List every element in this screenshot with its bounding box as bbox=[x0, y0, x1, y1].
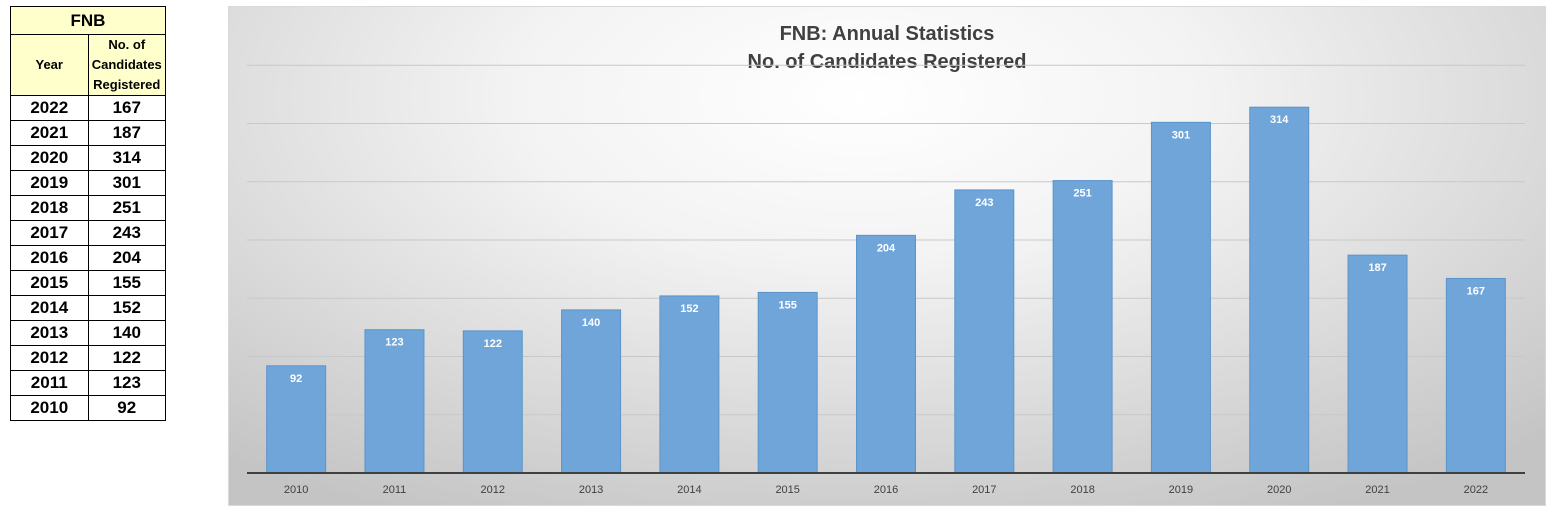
count-cell: 301 bbox=[87, 170, 166, 196]
data-labels: 92 123 122 140 152 155 204 243 251 301 314 187 167 bbox=[290, 114, 1485, 385]
count-cell: 122 bbox=[87, 345, 166, 371]
count-cell: 204 bbox=[87, 245, 166, 271]
x-tick-2021: 2021 bbox=[1365, 484, 1389, 496]
data-label-2015: 155 bbox=[779, 299, 797, 311]
year-cell: 2013 bbox=[10, 320, 89, 346]
x-tick-2020: 2020 bbox=[1267, 484, 1291, 496]
table-row: 2018 251 bbox=[10, 195, 166, 221]
year-cell: 2014 bbox=[10, 295, 89, 321]
chart-title-line: FNB: Annual Statistics bbox=[779, 23, 995, 45]
chart-subtitle-line: No. of Candidates Registered bbox=[747, 51, 1027, 73]
count-cell: 167 bbox=[87, 95, 166, 121]
bar-2010 bbox=[266, 365, 327, 474]
bar-2022 bbox=[1445, 277, 1506, 474]
chart-area: FNB: Annual Statistics No. of Candidates… bbox=[228, 6, 1546, 506]
count-cell: 314 bbox=[87, 145, 166, 171]
count-cell: 187 bbox=[87, 120, 166, 146]
x-tick-2018: 2018 bbox=[1070, 484, 1094, 496]
x-tick-2015: 2015 bbox=[775, 484, 799, 496]
year-cell: 2011 bbox=[10, 370, 89, 396]
data-label-2013: 140 bbox=[582, 317, 600, 329]
count-cell: 152 bbox=[87, 295, 166, 321]
year-column-header: Year bbox=[10, 34, 89, 96]
count-cell: 123 bbox=[87, 370, 166, 396]
year-cell: 2019 bbox=[10, 170, 89, 196]
table-title: FNB bbox=[10, 6, 166, 35]
table-row: 2022 167 bbox=[10, 95, 166, 121]
bar-2021 bbox=[1347, 254, 1408, 474]
table-row: 2012 122 bbox=[10, 345, 166, 371]
data-label-2020: 314 bbox=[1270, 114, 1289, 126]
data-label-2010: 92 bbox=[290, 373, 302, 385]
table-row: 2011 123 bbox=[10, 370, 166, 396]
year-cell: 2016 bbox=[10, 245, 89, 271]
year-cell: 2022 bbox=[10, 95, 89, 121]
data-label-2016: 204 bbox=[877, 242, 896, 254]
count-cell: 251 bbox=[87, 195, 166, 221]
year-cell: 2018 bbox=[10, 195, 89, 221]
table-row: 2021 187 bbox=[10, 120, 166, 146]
data-label-2021: 187 bbox=[1368, 262, 1386, 274]
table-row: 2020 314 bbox=[10, 145, 166, 171]
x-tick-2016: 2016 bbox=[874, 484, 898, 496]
bar-2014 bbox=[659, 295, 720, 474]
data-label-2019: 301 bbox=[1172, 129, 1190, 141]
bar-2020 bbox=[1249, 106, 1310, 474]
table-body: 2022 167 2021 187 2020 314 2019 301 2018 251 2017 2… bbox=[10, 95, 166, 421]
bar-2018 bbox=[1052, 180, 1113, 474]
year-cell: 2012 bbox=[10, 345, 89, 371]
count-cell: 92 bbox=[87, 395, 166, 421]
count-cell: 243 bbox=[87, 220, 166, 246]
data-label-2011: 123 bbox=[385, 337, 403, 349]
year-cell: 2017 bbox=[10, 220, 89, 246]
table-row: 2016 204 bbox=[10, 245, 166, 271]
bars bbox=[266, 106, 1506, 474]
x-tick-2013: 2013 bbox=[579, 484, 603, 496]
bar-chart: 92 123 122 140 152 155 204 243 251 301 314 187 167 2… bbox=[247, 64, 1525, 496]
year-cell: 2020 bbox=[10, 145, 89, 171]
table-row: 2015 155 bbox=[10, 270, 166, 296]
x-tick-2017: 2017 bbox=[972, 484, 996, 496]
bar-2016 bbox=[856, 234, 916, 474]
x-tick-2011: 2011 bbox=[383, 484, 407, 496]
x-tick-2014: 2014 bbox=[677, 484, 701, 496]
data-label-2014: 152 bbox=[680, 303, 698, 315]
table-row: 2017 243 bbox=[10, 220, 166, 246]
x-tick-2012: 2012 bbox=[481, 484, 505, 496]
bar-2017 bbox=[954, 189, 1015, 474]
year-cell: 2021 bbox=[10, 120, 89, 146]
table-row: 2014 152 bbox=[10, 295, 166, 321]
table-row: 2019 301 bbox=[10, 170, 166, 196]
bar-2012 bbox=[462, 330, 523, 474]
count-column-header: No. of Candidates Registered bbox=[87, 34, 166, 96]
chart-title: FNB: Annual Statistics No. of Candidates… bbox=[229, 20, 1545, 76]
count-header-line: No. of bbox=[108, 37, 146, 52]
data-label-2018: 251 bbox=[1073, 188, 1091, 200]
table-row: 2013 140 bbox=[10, 320, 166, 346]
count-cell: 140 bbox=[87, 320, 166, 346]
count-header-line: Candidates bbox=[91, 57, 162, 72]
year-cell: 2010 bbox=[10, 395, 89, 421]
count-cell: 155 bbox=[87, 270, 166, 296]
table-row: 2010 92 bbox=[10, 395, 166, 421]
stats-table: FNB Year No. of Candidates Registered 20… bbox=[10, 6, 166, 421]
x-tick-labels: 2010 2011 2012 2013 2014 2015 2016 2017 2018 2019… bbox=[284, 484, 1488, 496]
data-label-2012: 122 bbox=[484, 338, 502, 350]
x-tick-2019: 2019 bbox=[1169, 484, 1193, 496]
bar-2011 bbox=[364, 329, 425, 474]
data-label-2022: 167 bbox=[1467, 285, 1485, 297]
year-cell: 2015 bbox=[10, 270, 89, 296]
x-tick-2022: 2022 bbox=[1464, 484, 1488, 496]
bar-2015 bbox=[757, 291, 818, 474]
bar-2013 bbox=[561, 309, 622, 474]
bar-2019 bbox=[1150, 121, 1211, 474]
gridlines bbox=[247, 64, 1525, 416]
count-header-line: Registered bbox=[93, 77, 161, 92]
data-label-2017: 243 bbox=[975, 197, 993, 209]
x-tick-2010: 2010 bbox=[284, 484, 308, 496]
